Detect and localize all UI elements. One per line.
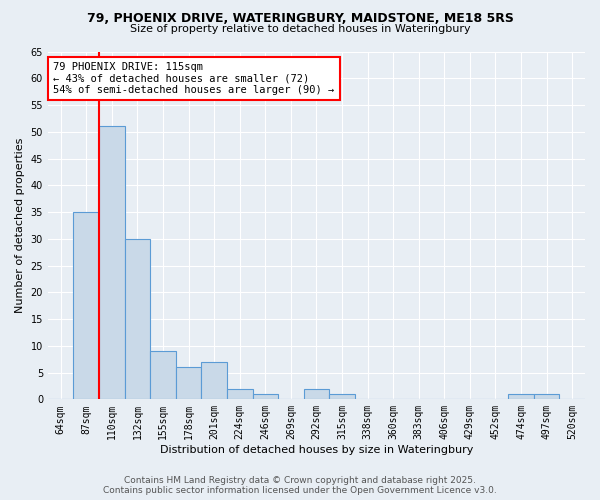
Bar [227, 388, 253, 400]
Bar [304, 388, 329, 400]
Bar [329, 394, 355, 400]
Bar [253, 394, 278, 400]
Y-axis label: Number of detached properties: Number of detached properties [15, 138, 25, 313]
Bar [534, 394, 559, 400]
Text: Size of property relative to detached houses in Wateringbury: Size of property relative to detached ho… [130, 24, 470, 34]
Bar [99, 126, 125, 400]
Bar [508, 394, 534, 400]
Text: Contains HM Land Registry data © Crown copyright and database right 2025.
Contai: Contains HM Land Registry data © Crown c… [103, 476, 497, 495]
Bar [202, 362, 227, 400]
Bar [150, 351, 176, 400]
Text: 79, PHOENIX DRIVE, WATERINGBURY, MAIDSTONE, ME18 5RS: 79, PHOENIX DRIVE, WATERINGBURY, MAIDSTO… [86, 12, 514, 26]
Text: 79 PHOENIX DRIVE: 115sqm
← 43% of detached houses are smaller (72)
54% of semi-d: 79 PHOENIX DRIVE: 115sqm ← 43% of detach… [53, 62, 335, 95]
X-axis label: Distribution of detached houses by size in Wateringbury: Distribution of detached houses by size … [160, 445, 473, 455]
Bar [176, 367, 202, 400]
Bar [125, 239, 150, 400]
Bar [73, 212, 99, 400]
